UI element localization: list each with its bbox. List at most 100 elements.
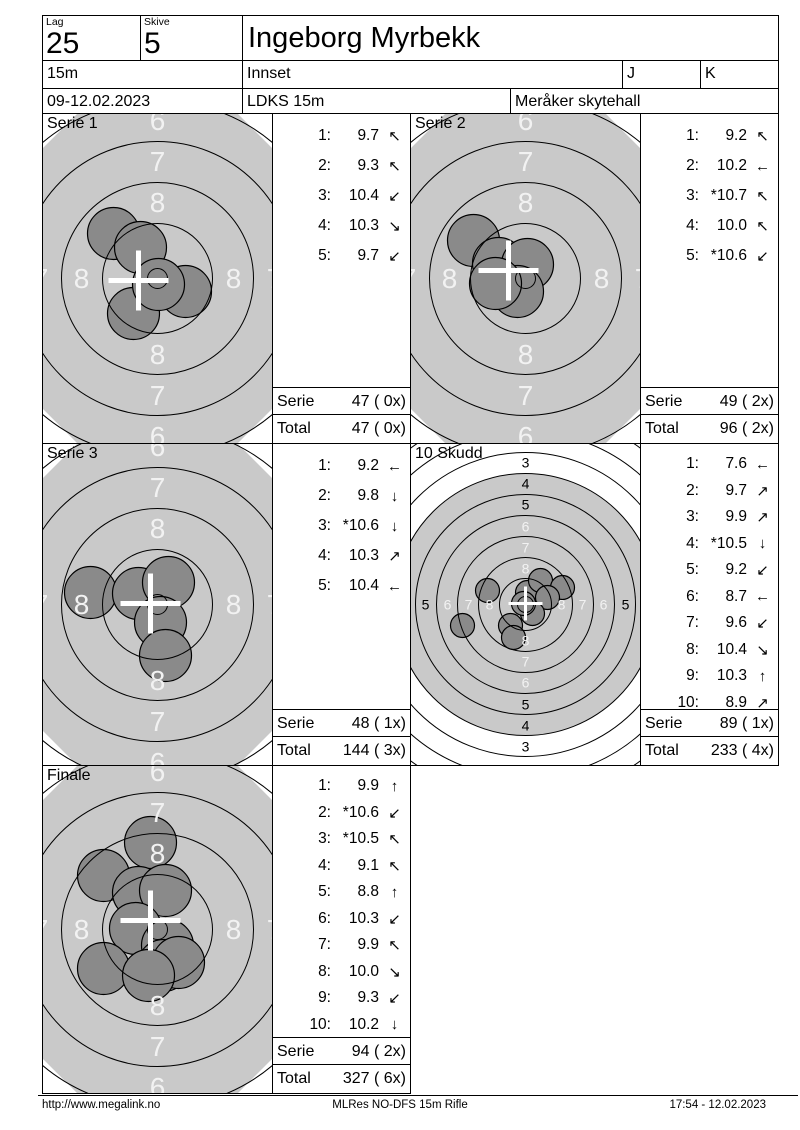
shot-direction-arrow: ↓ [390,487,399,505]
total-value: 96 ( 2x) [719,420,774,437]
shot-direction-arrow: ↖ [756,218,769,235]
shot-row: 10: 10.2 ↓ [273,1012,410,1039]
shot-direction-arrow: ↙ [756,248,769,265]
total-label: Total [645,742,679,759]
shot-direction-arrow: ↙ [756,562,769,580]
shot-list: 1: 9.2 ← 2: 9.8 ↓ 3: *10.6 ↓ 4: 10.3 ↗ 5: 10.4 ← [273,444,410,601]
shot-number: 1: [686,127,699,144]
svg-text:8: 8 [558,597,566,613]
svg-text:7: 7 [150,1031,166,1062]
total-value: 233 ( 4x) [710,742,774,759]
svg-text:7: 7 [150,797,166,828]
shot-value: 8.9 [725,693,747,711]
serie-value: 49 ( 2x) [719,393,774,410]
shot-number: 2: [318,487,331,504]
svg-text:7: 7 [150,380,166,411]
shot-direction-arrow: ↙ [388,804,401,822]
svg-text:8: 8 [442,263,458,294]
shot-direction-arrow: ↗ [756,509,769,527]
shot-row: 2: 9.7 ↗ [641,478,778,505]
shot-number: 3: [686,187,699,204]
shot-value: *10.6 [342,803,379,821]
venue: Meråker skytehall [510,88,779,114]
shot-value: 10.4 [348,577,379,594]
svg-text:5: 5 [522,697,530,713]
shot-number: 9: [318,989,331,1007]
svg-text:7: 7 [518,380,534,411]
panel-title: Serie 3 [47,445,98,462]
class-j: J [622,60,701,89]
shot-row: 8: 10.4 ↘ [641,637,778,664]
total-sum-row: Total 144 ( 3x) [273,736,410,765]
svg-text:6: 6 [150,766,166,787]
svg-text:6: 6 [522,519,530,535]
serie-sum-row: Serie 48 ( 1x) [273,709,410,738]
total-sum-row: Total 233 ( 4x) [641,736,778,765]
shot-row: 3: *10.5 ↖ [273,826,410,853]
svg-text:7: 7 [267,263,272,294]
shot-value: *10.5 [342,830,379,848]
shot-value: 9.3 [357,989,379,1007]
svg-text:3: 3 [522,739,530,755]
shot-direction-arrow: ↗ [756,482,769,500]
shot-direction-arrow: ↓ [390,1016,399,1034]
shot-direction-arrow: ↑ [390,777,399,795]
svg-text:8: 8 [522,561,530,577]
shot-direction-arrow: ↖ [388,831,401,849]
shot-number: 1: [318,127,331,144]
shot-direction-arrow: ↙ [388,990,401,1008]
shot-number: 3: [318,830,331,848]
scores-finale: 1: 9.9 ↑ 2: *10.6 ↙ 3: *10.5 ↖ 4: 9.1 ↖ 5: 8.8 ↑ 6: 10.3… [272,765,411,1094]
shot-value: 10.0 [348,962,379,980]
distance: 15m [42,60,243,89]
svg-text:7: 7 [518,146,534,177]
svg-text:8: 8 [74,589,90,620]
shot-row: 7: 9.6 ↙ [641,610,778,637]
target-serie-2: Serie 2888877776666 [410,113,641,444]
shot-direction-arrow: ↓ [390,517,399,535]
shot-direction-arrow: ↙ [388,248,401,265]
shot-row: 5: 10.4 ← [273,571,410,601]
footer-program: MLRes NO-DFS 15m Rifle [332,1099,468,1111]
svg-text:6: 6 [150,1072,166,1093]
svg-text:6: 6 [150,444,166,462]
shot-list: 1: 7.6 ← 2: 9.7 ↗ 3: 9.9 ↗ 4: *10.5 ↓ 5: 9.2 ↙ 6: 8.7 ← 7:… [641,444,778,716]
shot-direction-arrow: ↖ [388,158,401,175]
target-graphic: 888877776666555544443333 [411,444,640,765]
footer-timestamp: 17:54 - 12.02.2023 [669,1099,766,1111]
scores-serie-1: 1: 9.7 ↖ 2: 9.3 ↖ 3: 10.4 ↙ 4: 10.3 ↘ 5: 9.7 ↙ Serie 47… [272,113,411,444]
shot-value: 10.2 [716,157,747,174]
shot-row: 7: 9.9 ↖ [273,932,410,959]
svg-text:7: 7 [579,597,587,613]
shot-direction-arrow: ↖ [756,188,769,205]
shot-number: 5: [686,561,699,579]
serie-value: 48 ( 1x) [351,715,406,732]
shot-value: 9.2 [725,561,747,579]
shot-direction-arrow: ↗ [388,548,401,565]
shot-direction-arrow: ↖ [388,937,401,955]
shot-direction-arrow: ↙ [388,910,401,928]
shot-number: 5: [686,247,699,264]
shot-value: 10.3 [348,909,379,927]
shot-row: 1: 9.9 ↑ [273,773,410,800]
shot-row: 5: 8.8 ↑ [273,879,410,906]
shot-row: 1: 9.2 ← [273,451,410,481]
shot-list: 1: 9.9 ↑ 2: *10.6 ↙ 3: *10.5 ↖ 4: 9.1 ↖ 5: 8.8 ↑ 6: 10.3… [273,766,410,1038]
svg-text:7: 7 [150,472,166,503]
shot-number: 4: [318,217,331,234]
total-value: 327 ( 6x) [342,1070,406,1087]
shot-number: 2: [686,481,699,499]
shot-direction-arrow: ↘ [756,641,769,659]
serie-value: 89 ( 1x) [719,715,774,732]
svg-text:8: 8 [486,597,494,613]
svg-text:7: 7 [150,146,166,177]
svg-text:7: 7 [43,589,48,620]
lag-value: 25 [46,27,80,60]
shot-value: 10.4 [716,640,747,658]
shot-direction-arrow: ↘ [388,218,401,235]
lag-cell: Lag 25 [42,15,141,61]
